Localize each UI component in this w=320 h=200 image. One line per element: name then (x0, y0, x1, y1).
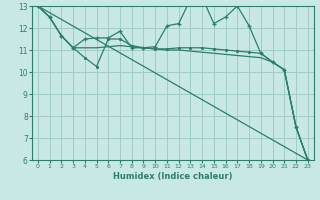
X-axis label: Humidex (Indice chaleur): Humidex (Indice chaleur) (113, 172, 233, 181)
